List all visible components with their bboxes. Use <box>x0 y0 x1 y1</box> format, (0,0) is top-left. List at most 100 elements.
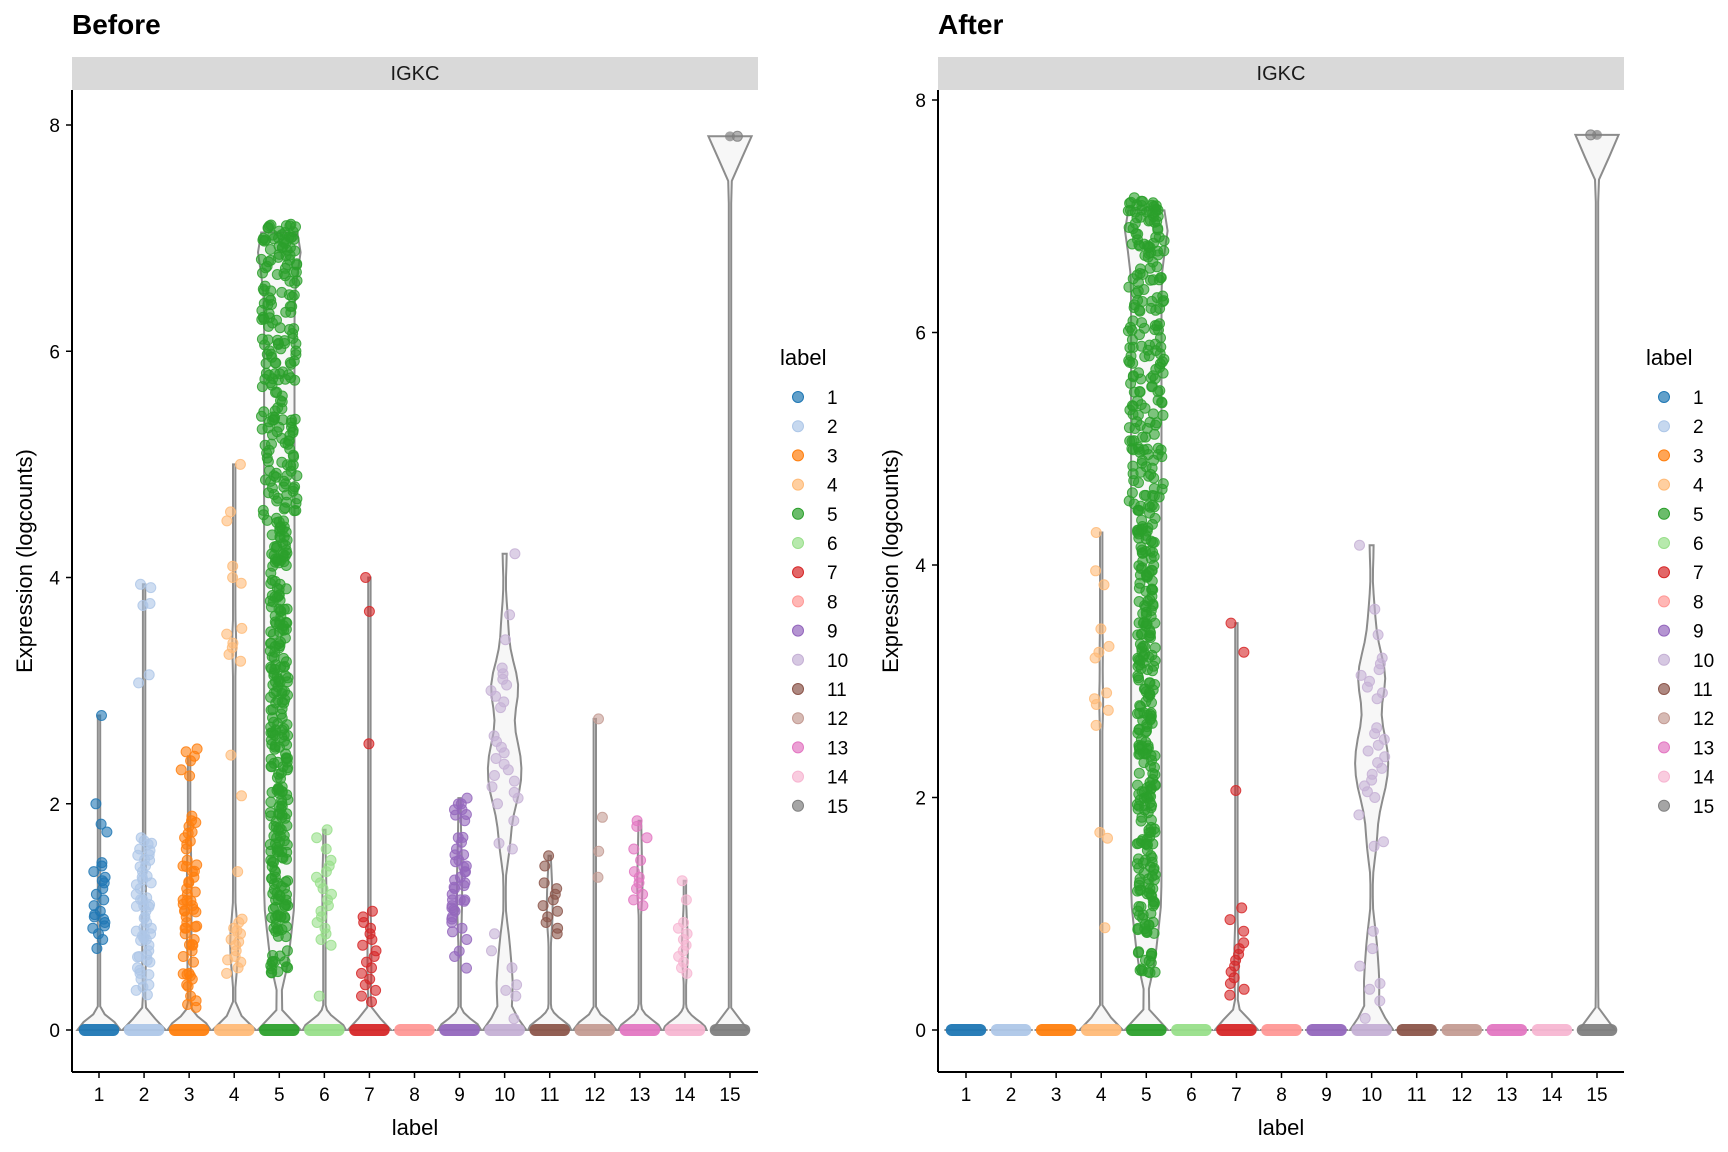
data-point <box>235 577 247 589</box>
data-point <box>1102 832 1113 844</box>
data-point <box>321 824 333 836</box>
data-point <box>257 504 269 516</box>
data-point <box>458 895 470 907</box>
data-point <box>143 669 155 681</box>
data-point <box>1144 339 1155 351</box>
data-point <box>456 836 467 848</box>
data-point <box>506 962 518 974</box>
data-point <box>1149 780 1161 791</box>
data-point <box>134 861 146 873</box>
legend-label-12: 12 <box>1693 709 1714 730</box>
violin-group-14 <box>1530 1024 1574 1036</box>
data-point <box>537 900 549 912</box>
legend-label-1: 1 <box>1693 388 1704 409</box>
data-point <box>1098 579 1110 591</box>
data-point <box>1126 238 1138 250</box>
data-point <box>138 933 150 944</box>
data-point <box>1134 386 1146 398</box>
point-band-zero-6 <box>304 1024 345 1036</box>
violin-group-12 <box>1440 1024 1484 1036</box>
legend-label-12: 12 <box>827 709 848 730</box>
data-point <box>502 764 514 776</box>
legend-title: label <box>1646 345 1692 370</box>
data-point <box>1372 629 1384 641</box>
data-point <box>1369 728 1381 740</box>
data-point <box>268 670 280 681</box>
violin-group-13 <box>616 815 664 1036</box>
legend-key-1 <box>792 391 804 403</box>
data-point <box>1099 922 1111 934</box>
data-point <box>90 798 102 810</box>
data-point <box>96 860 108 872</box>
data-point <box>508 775 520 787</box>
point-band-zero-1 <box>945 1024 987 1036</box>
data-point <box>449 804 460 816</box>
data-point <box>266 438 277 450</box>
data-point <box>1367 925 1379 937</box>
data-point <box>88 866 100 878</box>
data-point <box>270 866 281 878</box>
data-point <box>1137 857 1149 869</box>
data-point <box>628 843 640 855</box>
data-point <box>538 877 550 889</box>
data-point <box>141 954 153 966</box>
data-point <box>509 548 521 560</box>
data-point <box>180 746 192 758</box>
x-tick-label: 3 <box>1051 1085 1062 1106</box>
data-point <box>1135 815 1147 827</box>
data-point <box>137 600 149 611</box>
data-point <box>500 984 512 996</box>
data-point <box>274 322 286 334</box>
data-point <box>188 956 199 968</box>
data-point <box>1144 797 1156 809</box>
point-band-zero-9 <box>439 1024 480 1036</box>
data-point <box>278 503 290 515</box>
data-point <box>510 990 522 1002</box>
data-point <box>493 837 505 849</box>
violin-group-11 <box>526 850 573 1036</box>
data-point <box>274 578 286 590</box>
data-point <box>492 798 503 810</box>
data-point <box>283 435 295 447</box>
data-point <box>1136 317 1148 329</box>
data-point <box>281 756 293 768</box>
violin-13 <box>616 819 664 1031</box>
data-point <box>1155 272 1167 284</box>
y-tick-label: 4 <box>49 569 60 590</box>
data-point <box>273 421 285 433</box>
data-point <box>265 601 277 613</box>
data-point <box>1145 750 1157 761</box>
data-point <box>1374 978 1386 989</box>
legend-key-2 <box>792 420 804 433</box>
point-band-zero-13 <box>1486 1024 1528 1036</box>
data-point <box>486 945 497 957</box>
data-point <box>1145 950 1157 962</box>
legend-key-6 <box>1658 537 1670 549</box>
legend-label-2: 2 <box>1693 417 1704 438</box>
data-point <box>270 821 282 833</box>
data-point <box>490 753 502 764</box>
data-point <box>500 634 511 646</box>
data-point <box>1133 767 1145 779</box>
data-point <box>356 967 367 979</box>
data-point <box>95 818 107 830</box>
data-point <box>175 764 187 776</box>
point-band-zero-3 <box>168 1024 210 1036</box>
data-point <box>88 911 100 923</box>
data-point <box>276 242 288 253</box>
y-tick-label: 2 <box>49 795 60 816</box>
data-point <box>1134 577 1146 589</box>
data-point <box>258 313 270 325</box>
data-point <box>1379 751 1391 763</box>
data-point <box>1157 409 1169 421</box>
data-point <box>1132 670 1144 682</box>
data-point <box>278 829 290 841</box>
data-point <box>1142 251 1154 263</box>
data-point <box>1089 652 1101 664</box>
legend-key-15 <box>792 799 804 812</box>
data-point <box>311 832 323 844</box>
violin-group-2 <box>989 1024 1033 1036</box>
data-point <box>1148 454 1160 466</box>
data-point <box>291 470 303 482</box>
